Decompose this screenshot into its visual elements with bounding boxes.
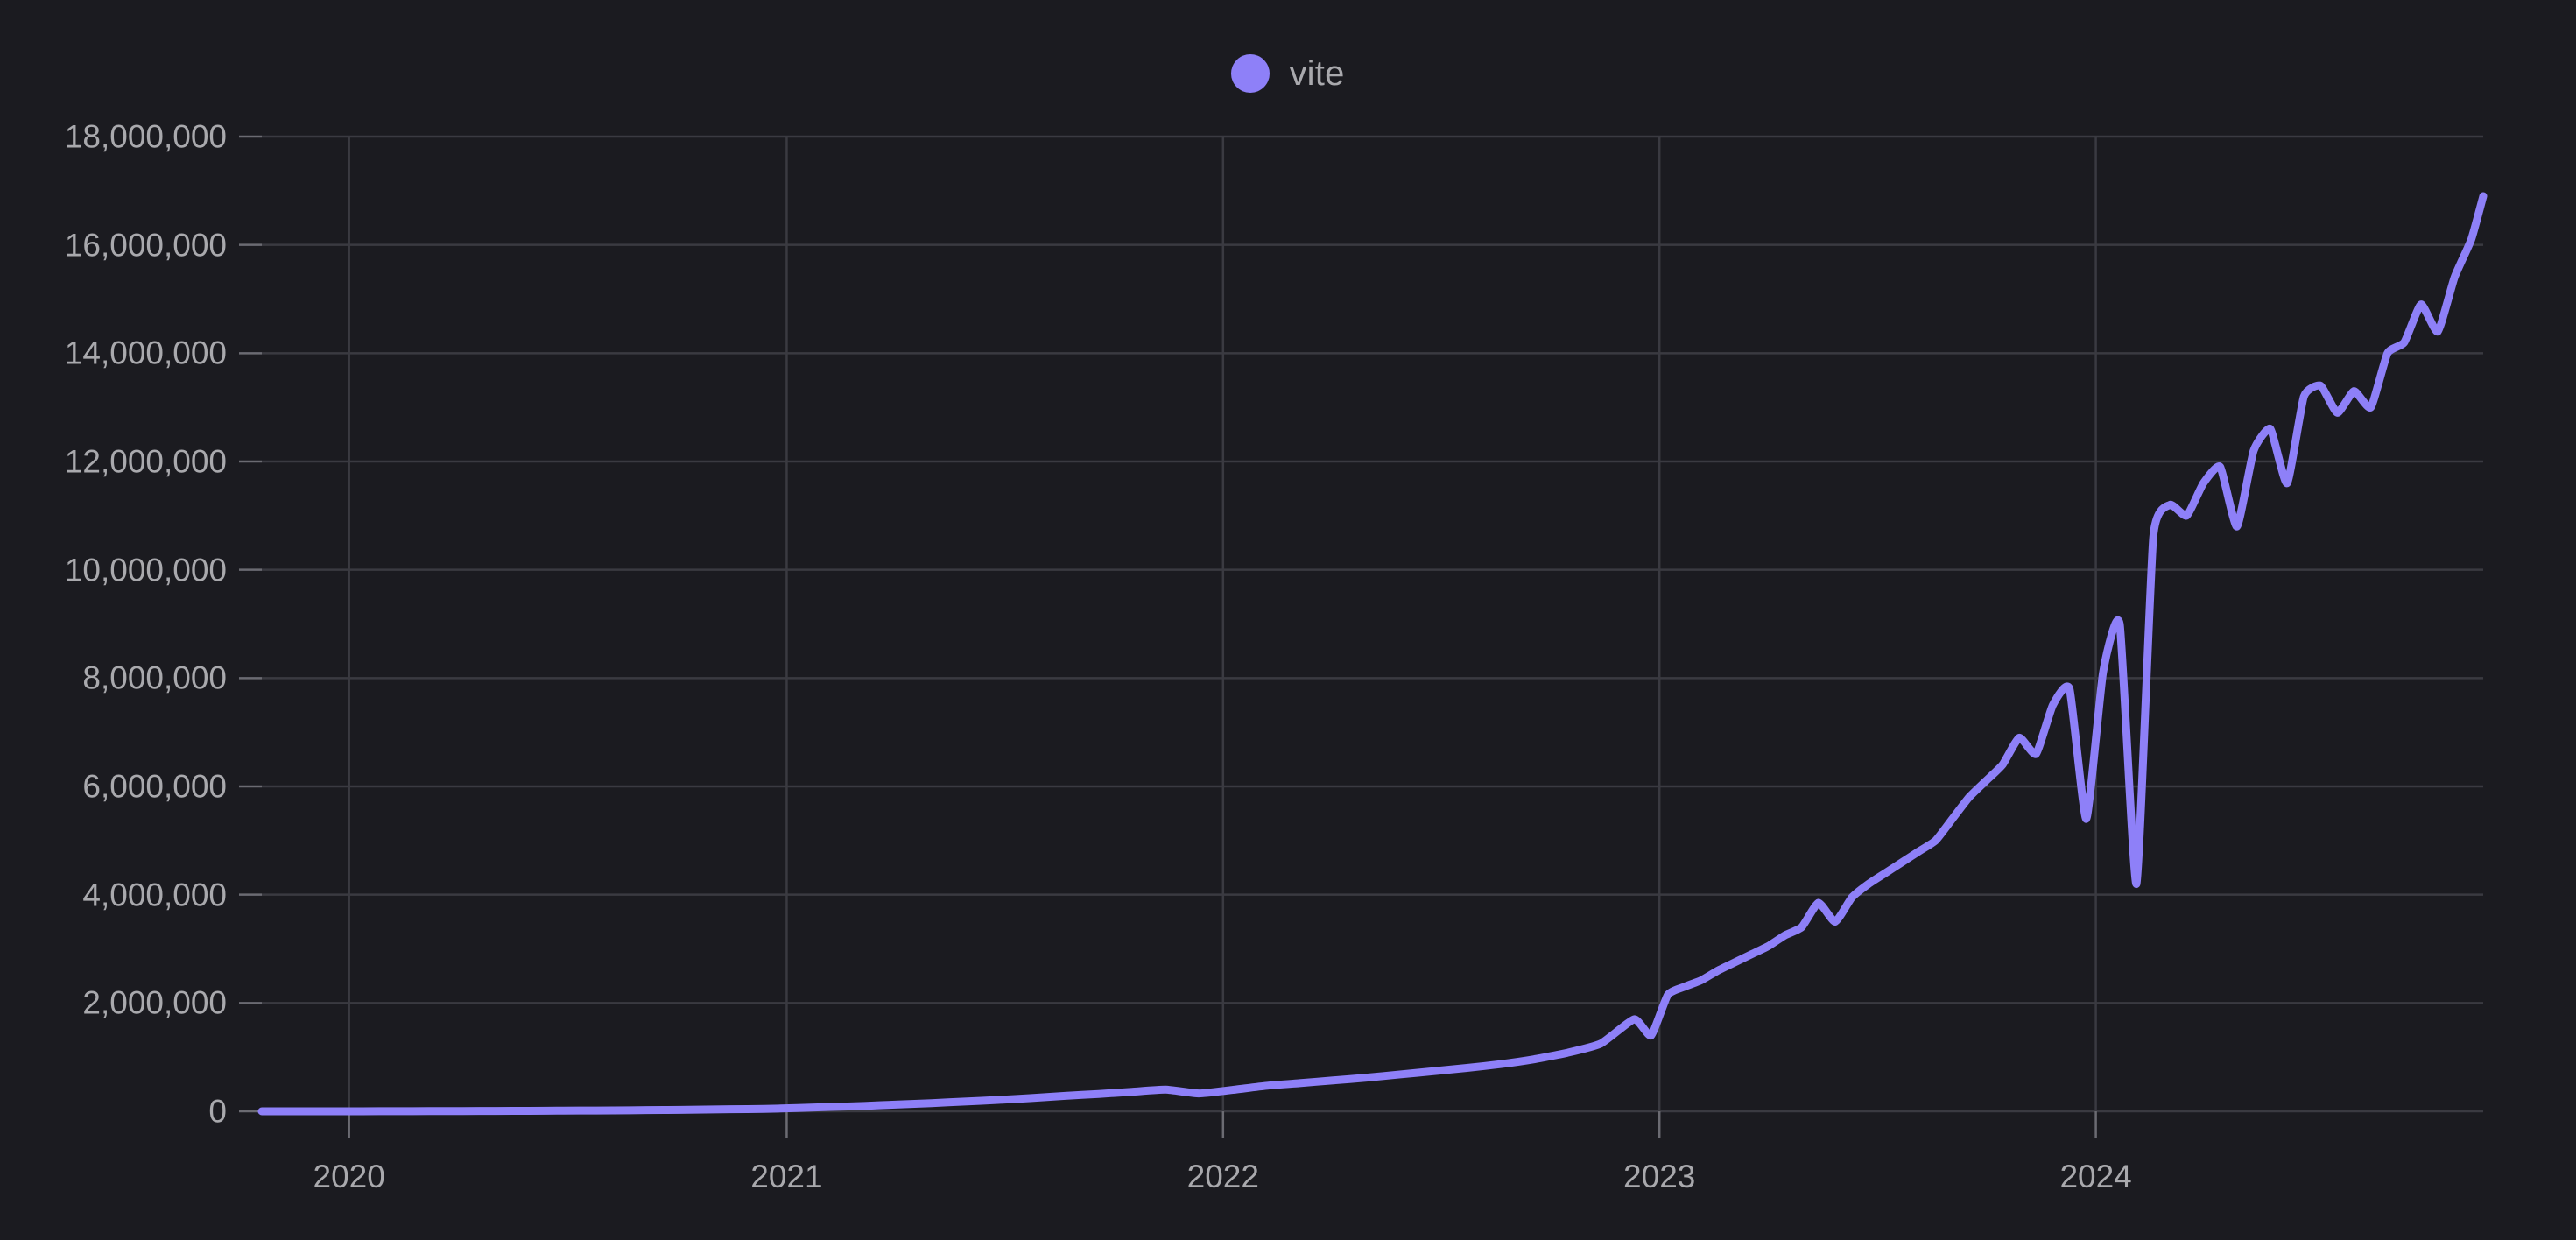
x-tick-marks: [348, 1111, 2097, 1138]
x-gridlines: [348, 137, 2097, 1111]
x-tick-label: 2023: [1623, 1159, 1696, 1194]
y-tick-label: 8,000,000: [82, 659, 227, 696]
y-tick-label: 2,000,000: [82, 984, 227, 1021]
x-tick-label: 2022: [1186, 1159, 1259, 1194]
x-tick-label: 2024: [2059, 1159, 2132, 1194]
y-tick-label: 14,000,000: [64, 335, 227, 371]
y-tick-label: 12,000,000: [64, 443, 227, 480]
y-gridlines: [262, 135, 2483, 1113]
legend-item-vite[interactable]: vite: [1231, 54, 1344, 93]
y-tick-label: 4,000,000: [82, 877, 227, 913]
line-series-vite: [257, 192, 2488, 1116]
y-tick-label: 18,000,000: [64, 118, 227, 155]
chart-legend: vite: [0, 54, 2576, 93]
y-tick-label: 6,000,000: [82, 768, 227, 805]
y-tick-marks: [239, 135, 262, 1113]
y-tick-label: 16,000,000: [64, 227, 227, 264]
legend-label: vite: [1289, 54, 1345, 93]
x-tick-label: 2020: [313, 1159, 385, 1194]
y-tick-label: 10,000,000: [64, 552, 227, 588]
x-tick-label: 2021: [750, 1159, 823, 1194]
legend-swatch-circle-icon: [1231, 54, 1270, 93]
y-tick-label: 0: [208, 1093, 227, 1130]
